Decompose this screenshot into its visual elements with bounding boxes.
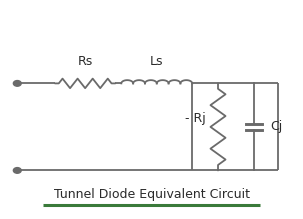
- Text: - Rj: - Rj: [185, 112, 206, 125]
- Circle shape: [13, 81, 21, 86]
- Text: Ls: Ls: [150, 55, 164, 68]
- Circle shape: [13, 168, 21, 173]
- Text: Cj: Cj: [271, 120, 283, 133]
- Text: Tunnel Diode Equivalent Circuit: Tunnel Diode Equivalent Circuit: [54, 188, 249, 201]
- Text: Rs: Rs: [78, 55, 93, 68]
